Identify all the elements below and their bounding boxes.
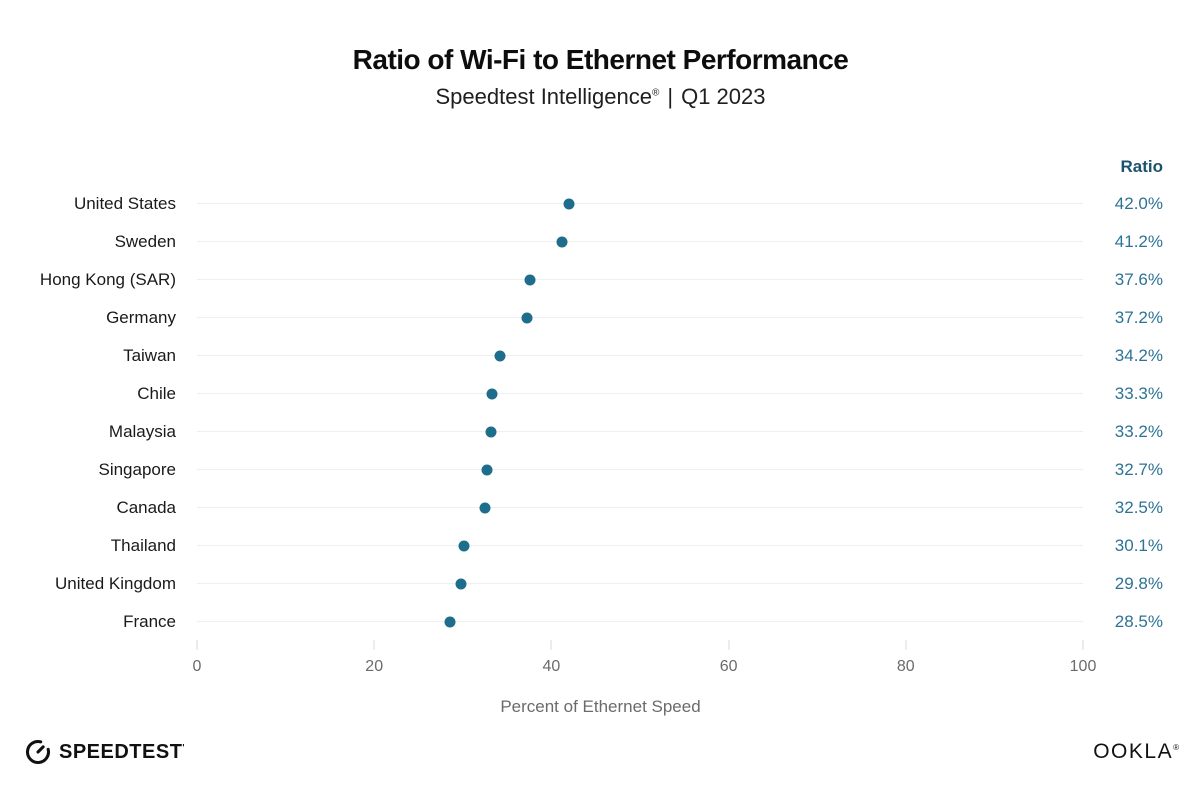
chart-row: Thailand 30.1% [0, 527, 1201, 565]
row-gridline [197, 507, 1083, 508]
ratio-value: 33.3% [1114, 384, 1163, 403]
x-tick-label: 60 [719, 658, 738, 675]
row-gridline [197, 583, 1083, 584]
ratio-value: 32.5% [1114, 498, 1163, 517]
ratio-value: 42.0% [1114, 194, 1163, 213]
chart-row: Singapore 32.7% [0, 451, 1201, 489]
row-gridline [197, 431, 1083, 432]
row-gridline [197, 317, 1083, 318]
ratio-value: 28.5% [1114, 612, 1163, 631]
chart-row: Sweden 41.2% [0, 223, 1201, 261]
x-axis-label: Percent of Ethernet Speed [500, 697, 701, 716]
chart-row: Canada 32.5% [0, 489, 1201, 527]
ratio-value: 41.2% [1114, 232, 1163, 251]
chart-row: United Kingdom 29.8% [0, 565, 1201, 603]
ookla-logo: OOKLA® [1093, 740, 1179, 763]
ratio-value: 30.1% [1114, 536, 1163, 555]
data-point-dot [481, 464, 493, 476]
x-tick-label: 80 [896, 658, 915, 675]
ratio-value: 37.2% [1114, 308, 1163, 327]
x-tick-label: 100 [1069, 658, 1097, 675]
ratio-value: 37.6% [1114, 270, 1163, 289]
data-point-dot [486, 388, 498, 400]
category-label: Chile [137, 384, 176, 403]
x-tick-mark [728, 640, 730, 650]
ratio-value: 32.7% [1114, 460, 1163, 479]
data-point-dot [494, 350, 506, 362]
chart-row: Hong Kong (SAR) 37.6% [0, 261, 1201, 299]
x-tick-mark [373, 640, 375, 650]
ratio-value: 29.8% [1114, 574, 1163, 593]
chart-row: France 28.5% [0, 603, 1201, 641]
category-label: Hong Kong (SAR) [39, 270, 176, 289]
chart-row: Malaysia 33.2% [0, 413, 1201, 451]
x-tick-mark [550, 640, 552, 650]
category-label: Germany [106, 308, 176, 327]
speedtest-gauge-icon [24, 738, 52, 766]
subtitle-separator: | [667, 84, 674, 109]
x-tick-mark [1082, 640, 1084, 650]
data-point-dot [485, 426, 497, 438]
speedtest-logo: SPEEDTEST' [24, 738, 185, 766]
category-label: United Kingdom [55, 574, 176, 593]
row-gridline [197, 469, 1083, 470]
row-gridline [197, 621, 1083, 622]
x-tick-label: 40 [542, 658, 561, 675]
chart-row: Taiwan 34.2% [0, 337, 1201, 375]
row-gridline [197, 203, 1083, 204]
x-tick-label: 20 [365, 658, 384, 675]
row-gridline [197, 393, 1083, 394]
trademark-tick: ' [182, 741, 186, 752]
category-label: Malaysia [108, 422, 176, 441]
registered-mark-icon: ® [652, 87, 660, 99]
chart-row: United States 42.0% [0, 185, 1201, 223]
data-point-dot [458, 540, 470, 552]
x-tick-mark [196, 640, 198, 650]
data-point-dot [524, 274, 536, 286]
data-point-dot [455, 578, 467, 590]
data-point-dot [521, 312, 533, 324]
category-label: United States [73, 194, 176, 213]
data-point-dot [444, 616, 455, 628]
data-point-dot [556, 236, 568, 248]
category-label: Sweden [114, 232, 176, 251]
category-label: Taiwan [123, 346, 176, 365]
chart-subtitle: Speedtest Intelligence® | Q1 2023 [0, 84, 1201, 110]
subtitle-brand: Speedtest Intelligence [435, 84, 653, 109]
speedtest-wordmark: SPEEDTEST' [59, 740, 186, 763]
row-gridline [197, 279, 1083, 280]
x-tick-label: 0 [192, 658, 202, 675]
chart-row: Germany 37.2% [0, 299, 1201, 337]
category-label: Singapore [98, 460, 176, 479]
chart-title: Ratio of Wi-Fi to Ethernet Performance [352, 44, 849, 75]
chart-row: Chile 33.3% [0, 375, 1201, 413]
chart-rows: United States 42.0% Sweden 41.2% Hong Kong (… [0, 185, 1201, 641]
row-gridline [197, 241, 1083, 242]
registered-mark-icon: ® [1173, 743, 1179, 752]
x-tick-mark [905, 640, 907, 650]
row-gridline [197, 355, 1083, 356]
subtitle-period: Q1 2023 [681, 84, 766, 109]
category-label: France [123, 612, 176, 631]
category-label: Thailand [110, 536, 176, 555]
category-label: Canada [116, 498, 176, 517]
ratio-value: 34.2% [1114, 346, 1163, 365]
ratio-column-header: Ratio [1120, 157, 1164, 176]
data-point-dot [479, 502, 491, 514]
row-gridline [197, 545, 1083, 546]
data-point-dot [563, 198, 575, 210]
ratio-value: 33.2% [1114, 422, 1163, 441]
